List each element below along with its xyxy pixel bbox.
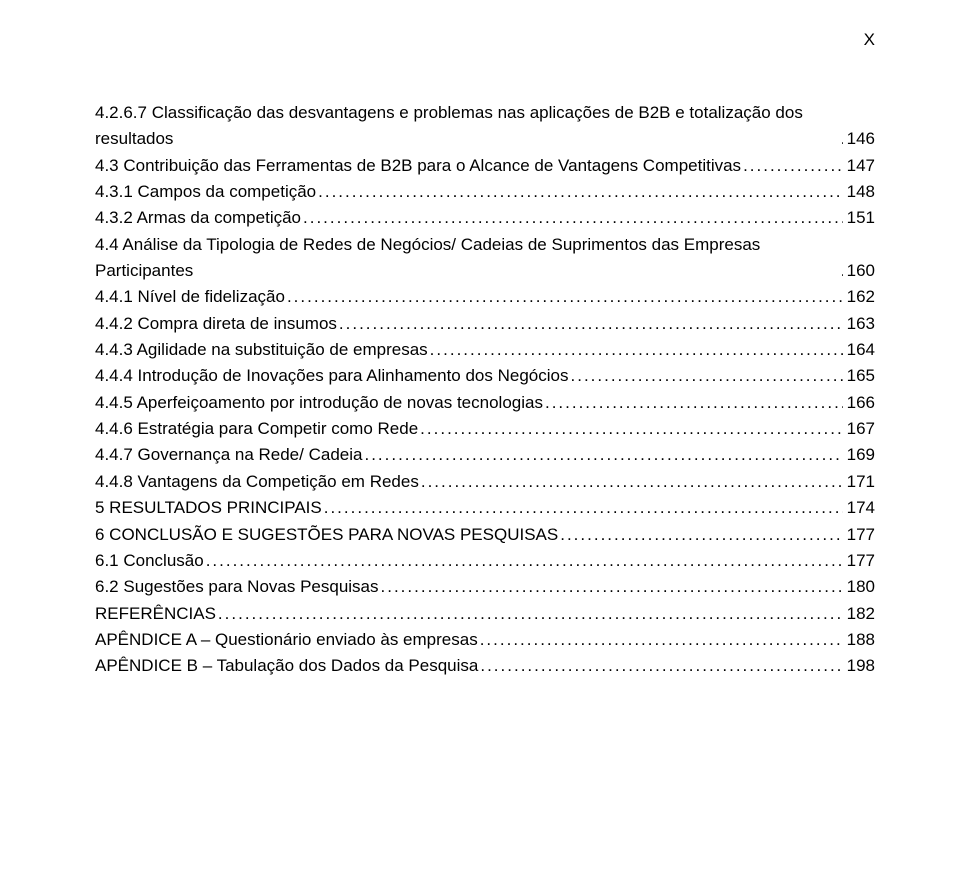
toc-page-number: 160	[843, 258, 875, 284]
toc-label: 6.2 Sugestões para Novas Pesquisas	[95, 574, 379, 600]
toc-label: 4.2.6.7 Classificação das desvantagens e…	[95, 100, 839, 153]
toc-entry: 6 CONCLUSÃO E SUGESTÕES PARA NOVAS PESQU…	[95, 522, 875, 548]
toc-label: 4.4 Análise da Tipologia de Redes de Neg…	[95, 232, 839, 285]
toc-page-number: 163	[843, 311, 875, 337]
toc-page-number: 182	[843, 601, 875, 627]
toc-label: 6.1 Conclusão	[95, 548, 204, 574]
toc-entry: 4.4 Análise da Tipologia de Redes de Neg…	[95, 232, 875, 285]
toc-leader-dots	[379, 574, 843, 600]
toc-label: APÊNDICE B – Tabulação dos Dados da Pesq…	[95, 653, 478, 679]
toc-page-number: 171	[843, 469, 875, 495]
toc-leader-dots	[478, 653, 842, 679]
toc-entry: 4.4.6 Estratégia para Competir como Rede…	[95, 416, 875, 442]
toc-entry: APÊNDICE A – Questionário enviado às emp…	[95, 627, 875, 653]
toc-label: REFERÊNCIAS	[95, 601, 216, 627]
toc-leader-dots	[204, 548, 843, 574]
toc-label: 6 CONCLUSÃO E SUGESTÕES PARA NOVAS PESQU…	[95, 522, 558, 548]
toc-entry: 4.4.2 Compra direta de insumos 163	[95, 311, 875, 337]
toc-page-number: 146	[843, 126, 875, 152]
toc-label: 5 RESULTADOS PRINCIPAIS	[95, 495, 322, 521]
toc-page-number: 167	[843, 416, 875, 442]
toc-entry: APÊNDICE B – Tabulação dos Dados da Pesq…	[95, 653, 875, 679]
toc-leader-dots	[428, 337, 843, 363]
toc-label: 4.3.2 Armas da competição	[95, 205, 301, 231]
toc-page-number: 177	[843, 548, 875, 574]
toc-leader-dots	[362, 442, 842, 468]
toc-entry: REFERÊNCIAS 182	[95, 601, 875, 627]
table-of-contents: 4.2.6.7 Classificação das desvantagens e…	[95, 100, 875, 680]
toc-leader-dots	[285, 284, 843, 310]
page-number: X	[95, 30, 875, 50]
toc-page-number: 151	[843, 205, 875, 231]
toc-leader-dots	[316, 179, 843, 205]
toc-leader-dots	[301, 205, 843, 231]
toc-label: 4.3.1 Campos da competição	[95, 179, 316, 205]
toc-page-number: 164	[843, 337, 875, 363]
toc-entry: 4.4.8 Vantagens da Competição em Redes 17…	[95, 469, 875, 495]
toc-page-number: 165	[843, 363, 875, 389]
toc-label: 4.4.1 Nível de fidelização	[95, 284, 285, 310]
toc-page-number: 166	[843, 390, 875, 416]
toc-leader-dots	[741, 153, 843, 179]
toc-page-number: 169	[843, 442, 875, 468]
toc-entry: 4.3 Contribuição das Ferramentas de B2B …	[95, 153, 875, 179]
toc-leader-dots	[418, 416, 842, 442]
toc-page-number: 162	[843, 284, 875, 310]
toc-page-number: 174	[843, 495, 875, 521]
toc-entry: 6.1 Conclusão 177	[95, 548, 875, 574]
toc-entry: 4.3.2 Armas da competição 151	[95, 205, 875, 231]
toc-leader-dots	[543, 390, 843, 416]
toc-page-number: 180	[843, 574, 875, 600]
toc-page-number: 177	[843, 522, 875, 548]
toc-label: 4.4.5 Aperfeiçoamento por introdução de …	[95, 390, 543, 416]
toc-leader-dots	[322, 495, 843, 521]
toc-label: 4.4.8 Vantagens da Competição em Redes	[95, 469, 419, 495]
toc-entry: 4.4.7 Governança na Rede/ Cadeia 169	[95, 442, 875, 468]
toc-page-number: 148	[843, 179, 875, 205]
toc-entry: 4.4.1 Nível de fidelização 162	[95, 284, 875, 310]
toc-label: 4.4.7 Governança na Rede/ Cadeia	[95, 442, 362, 468]
toc-entry: 6.2 Sugestões para Novas Pesquisas 180	[95, 574, 875, 600]
toc-label: 4.4.2 Compra direta de insumos	[95, 311, 337, 337]
toc-entry: 4.2.6.7 Classificação das desvantagens e…	[95, 100, 875, 153]
toc-label: APÊNDICE A – Questionário enviado às emp…	[95, 627, 478, 653]
toc-label: 4.4.4 Introdução de Inovações para Alinh…	[95, 363, 569, 389]
toc-entry: 4.4.4 Introdução de Inovações para Alinh…	[95, 363, 875, 389]
toc-leader-dots	[558, 522, 842, 548]
toc-page-number: 147	[843, 153, 875, 179]
toc-page-number: 188	[843, 627, 875, 653]
toc-entry: 4.4.3 Agilidade na substituição de empre…	[95, 337, 875, 363]
toc-leader-dots	[337, 311, 843, 337]
toc-page-number: 198	[843, 653, 875, 679]
toc-label: 4.3 Contribuição das Ferramentas de B2B …	[95, 153, 741, 179]
toc-leader-dots	[419, 469, 843, 495]
toc-entry: 5 RESULTADOS PRINCIPAIS 174	[95, 495, 875, 521]
toc-label: 4.4.3 Agilidade na substituição de empre…	[95, 337, 428, 363]
toc-label: 4.4.6 Estratégia para Competir como Rede	[95, 416, 418, 442]
toc-leader-dots	[569, 363, 843, 389]
toc-leader-dots	[216, 601, 843, 627]
toc-leader-dots	[478, 627, 843, 653]
toc-entry: 4.3.1 Campos da competição 148	[95, 179, 875, 205]
toc-entry: 4.4.5 Aperfeiçoamento por introdução de …	[95, 390, 875, 416]
